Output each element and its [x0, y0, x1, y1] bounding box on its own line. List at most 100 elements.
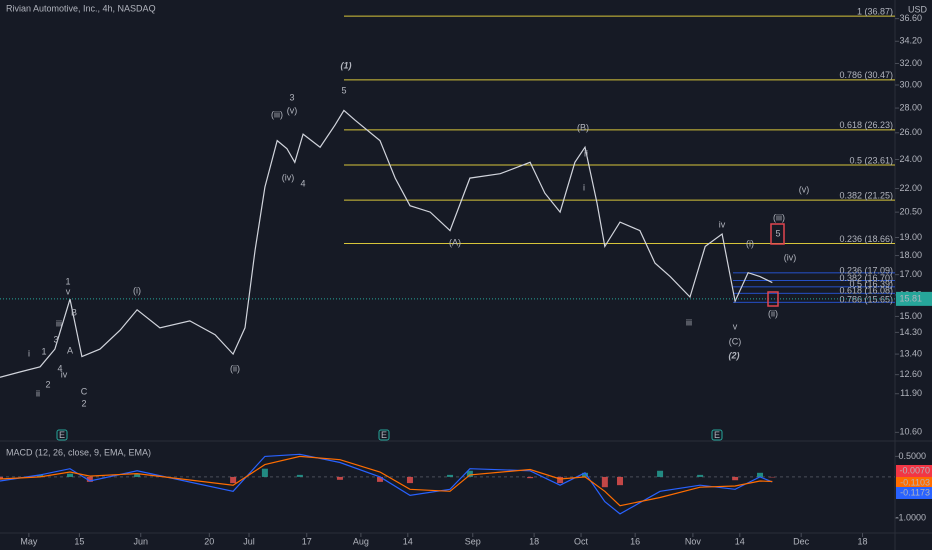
last-price-label: 15.81 — [899, 293, 922, 303]
wave-label: 2 — [45, 379, 50, 389]
y-tick-label: 26.00 — [899, 127, 922, 137]
wave-label: (i) — [746, 238, 754, 248]
price-line — [0, 109, 773, 378]
macd-histogram-bar — [230, 476, 237, 484]
wave-label: C — [81, 386, 88, 396]
wave-label: (iii) — [271, 109, 283, 119]
wave-label: (v) — [799, 184, 810, 194]
macd-last-label: -0.1103 — [900, 477, 930, 487]
x-tick-label: 16 — [630, 536, 640, 546]
wave-label: (iv) — [282, 172, 295, 182]
y-tick-label: 19.00 — [899, 232, 922, 242]
y-tick-label: -1.0000 — [895, 512, 926, 522]
earnings-label: E — [381, 430, 387, 440]
wave-label: iv — [719, 219, 726, 229]
wave-label: (B) — [577, 122, 589, 132]
y-tick-label: 36.60 — [899, 13, 922, 23]
wave-label: B — [71, 307, 77, 317]
macd-histogram-bar — [581, 472, 588, 477]
x-tick-label: 15 — [74, 536, 84, 546]
earnings-label: E — [714, 430, 720, 440]
y-tick-label: 32.00 — [899, 58, 922, 68]
wave-label: (ii) — [230, 363, 240, 373]
fib-label: 0.5 (23.61) — [849, 155, 893, 165]
y-tick-label: 20.50 — [899, 207, 922, 217]
x-tick-label: Nov — [685, 536, 702, 546]
wave-label: 5 — [775, 228, 780, 238]
wave-label: 4 — [57, 363, 62, 373]
macd-histogram-bar — [447, 474, 454, 477]
y-tick-label: 0.5000 — [898, 451, 926, 461]
fib-small-label: 0.618 (16.08) — [839, 286, 893, 296]
macd-histogram-bar — [37, 474, 44, 477]
macd-last-label: -0.0070 — [899, 465, 930, 475]
y-tick-label: 22.00 — [899, 183, 922, 193]
macd-title: MACD (12, 26, close, 9, EMA, EMA) — [6, 447, 151, 457]
wave-label: i — [583, 182, 585, 192]
fib-label: 0.236 (18.66) — [839, 234, 893, 244]
earnings-marker — [378, 429, 390, 441]
macd-last-box — [896, 465, 932, 477]
y-tick-label: 30.00 — [899, 79, 922, 89]
wave-label: v — [66, 286, 71, 296]
macd-histogram-bar — [296, 474, 303, 477]
x-tick-label: Oct — [574, 536, 589, 546]
x-tick-label: 14 — [403, 536, 413, 546]
fib-small-label: 0.382 (16.70) — [839, 273, 893, 283]
wave-label: 3 — [289, 92, 294, 102]
macd-line — [0, 455, 773, 507]
macd-histogram-bar — [377, 476, 384, 482]
earnings-marker — [56, 429, 68, 441]
fib-small-label: 0.236 (17.09) — [839, 265, 893, 275]
wave-label: 1 — [65, 276, 70, 286]
x-tick-label: 18 — [858, 536, 868, 546]
macd-histogram-bar — [769, 476, 776, 478]
x-tick-label: May — [20, 536, 38, 546]
macd-histogram-bar — [261, 468, 268, 477]
wave-label: ii — [584, 148, 588, 158]
wave-label: 4 — [300, 178, 305, 188]
macd-histogram-bar — [134, 474, 141, 477]
wave-label: 2 — [81, 398, 86, 408]
wave-label: iii — [56, 318, 62, 328]
x-tick-label: Jun — [133, 536, 148, 546]
y-tick-label: 14.30 — [899, 327, 922, 337]
wave-label: (A) — [449, 237, 461, 247]
wave-label: 5 — [341, 85, 346, 95]
x-tick-label: 17 — [302, 536, 312, 546]
x-tick-label: Dec — [793, 536, 810, 546]
x-tick-label: Sep — [465, 536, 481, 546]
macd-histogram-bar — [527, 476, 534, 479]
x-tick-label: Jul — [243, 536, 255, 546]
earnings-marker — [711, 429, 723, 441]
macd-histogram-bar — [67, 473, 74, 477]
x-tick-label: 14 — [735, 536, 745, 546]
wave-label: iv — [61, 369, 68, 379]
macd-histogram-bar — [697, 474, 704, 477]
y-tick-label: 18.00 — [899, 250, 922, 260]
y-tick-label: 15.00 — [899, 311, 922, 321]
earnings-label: E — [59, 430, 65, 440]
wave-label: (C) — [729, 336, 742, 346]
macd-histogram-bar — [601, 476, 608, 488]
macd-histogram-bar — [86, 476, 93, 482]
macd-last-label: -0.1173 — [900, 487, 930, 497]
wave-label: A — [67, 345, 73, 355]
currency: USD — [908, 4, 928, 14]
fib-label: 0.618 (26.23) — [839, 120, 893, 130]
wave-label: v — [733, 321, 738, 331]
wave-label: 1 — [41, 346, 46, 356]
wave-box — [770, 223, 785, 245]
macd-histogram-bar — [757, 472, 764, 477]
x-tick-label: 20 — [204, 536, 214, 546]
x-tick-label: 18 — [529, 536, 539, 546]
macd-last-box — [896, 477, 932, 489]
fib-label: 1 (36.87) — [857, 7, 893, 17]
wave-box — [767, 291, 779, 307]
y-tick-label: 24.00 — [899, 154, 922, 164]
wave-label: (iii) — [773, 212, 785, 222]
macd-last-box — [896, 487, 932, 499]
fib-small-label: 0.5 (16.39) — [849, 279, 893, 289]
